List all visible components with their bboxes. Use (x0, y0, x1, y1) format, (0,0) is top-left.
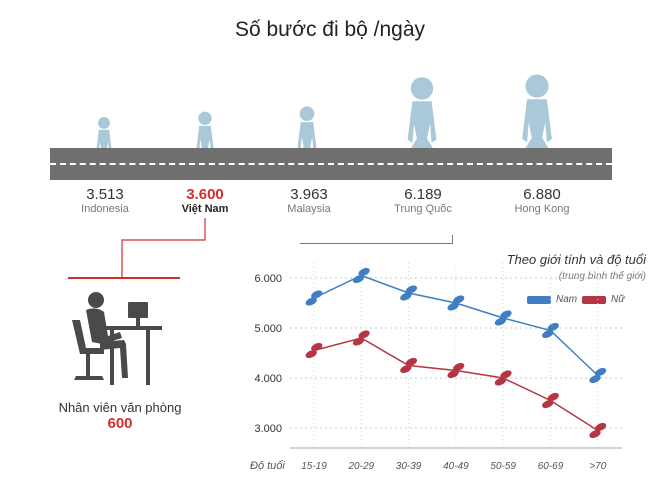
footprint-point-female (589, 422, 607, 439)
country-value-trungquoc: 6.189 (404, 186, 442, 203)
footprint-point-female (352, 330, 370, 346)
road-dashed-line (50, 163, 612, 165)
page-title: Số bước đi bộ /ngày (234, 18, 426, 41)
footprint-point-male (352, 267, 370, 284)
legend-label-male: Nam (556, 294, 578, 305)
y-tick-label: 5.000 (254, 323, 282, 335)
legend-swatch-female (582, 296, 606, 304)
x-tick-label: 30-39 (396, 461, 422, 472)
walking-figures (93, 74, 557, 166)
legend-label-female: Nữ (611, 294, 625, 305)
office-label: Nhân viên văn phòng (58, 400, 182, 415)
country-value-vietnam: 3.600 (186, 186, 224, 203)
footprint-point-male (589, 367, 607, 384)
country-name-malaysia: Malaysia (287, 203, 331, 215)
x-tick-label: 40-49 (443, 461, 469, 472)
footprint-point-female (494, 370, 512, 386)
country-value-malaysia: 3.963 (290, 186, 328, 203)
footprint-point-male (494, 310, 512, 326)
footprint-point-female (305, 342, 323, 359)
country-name-hongkong: Hong Kong (514, 203, 570, 215)
y-tick-label: 6.000 (254, 273, 282, 285)
y-tick-label: 3.000 (254, 423, 282, 435)
legend-swatch-male (527, 296, 551, 304)
footprint-point-female (447, 362, 465, 379)
office-worker-illustration (68, 218, 206, 385)
footprint-point-female (400, 357, 418, 374)
country-name-trungquoc: Trung Quốc (394, 203, 452, 215)
country-name-vietnam: Việt Nam (181, 203, 229, 215)
line-chart: 6.000 5.000 4.000 3.000 Độ tuổi 15-19 20-29 30-… (250, 263, 622, 472)
x-tick-label: 50-59 (490, 461, 516, 472)
chart-bracket (300, 235, 453, 244)
country-name-indonesia: Indonesia (81, 203, 129, 215)
footprint-point-male (447, 295, 465, 311)
y-tick-label: 4.000 (254, 373, 282, 385)
x-axis-label: Độ tuổi (250, 460, 285, 472)
x-tick-label: 60-69 (538, 461, 564, 472)
footprint-point-female (542, 392, 559, 409)
chart-title: Theo giới tính và độ tuổi (506, 252, 646, 267)
footprint-point-male (305, 290, 323, 306)
footprint-point-male (542, 322, 559, 339)
x-tick-label: 20-29 (348, 461, 375, 472)
country-value-indonesia: 3.513 (86, 186, 124, 203)
office-worker-icon (72, 292, 162, 385)
x-tick-label: >70 (589, 461, 606, 472)
country-value-hongkong: 6.880 (523, 186, 561, 203)
footprint-point-male (400, 285, 418, 301)
x-tick-label: 15-19 (301, 461, 327, 472)
office-value: 600 (107, 415, 133, 432)
connector-line (121, 218, 206, 278)
chart-subtitle: (trung bình thế giới) (558, 271, 646, 282)
